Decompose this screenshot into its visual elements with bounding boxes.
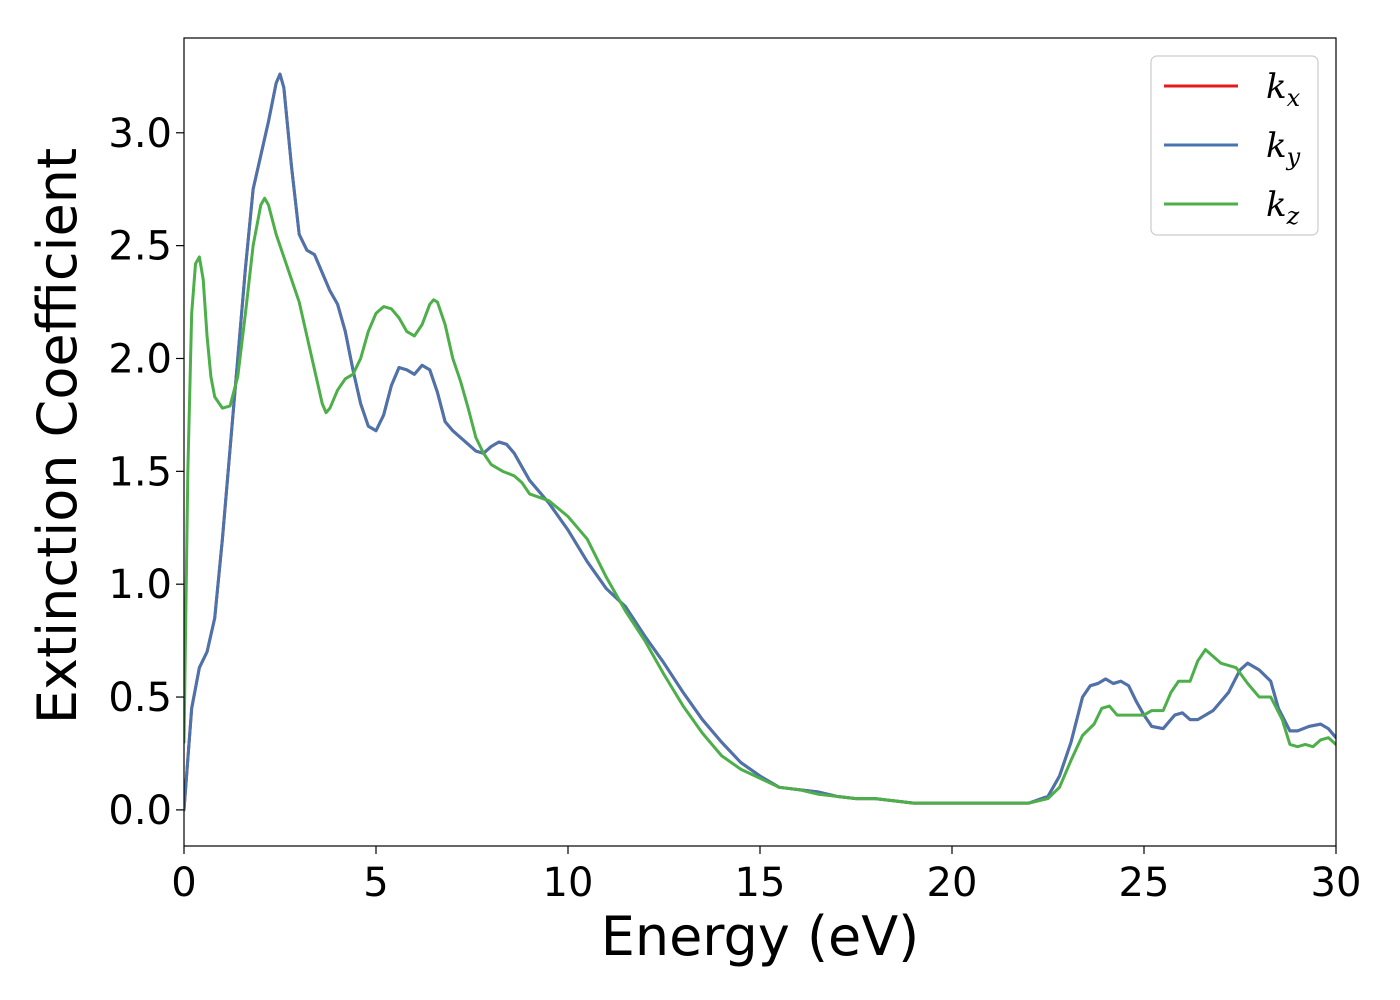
x-tick-label: 10 xyxy=(543,860,594,906)
x-tick-label: 15 xyxy=(735,860,786,906)
legend-label-base: k xyxy=(1266,67,1287,107)
legend-label-base: k xyxy=(1266,185,1287,225)
y-tick-label: 2.0 xyxy=(108,336,172,382)
legend-label-y: ky xyxy=(1266,126,1301,171)
series-line-y xyxy=(184,72,1336,812)
x-tick-label: 5 xyxy=(363,860,388,906)
y-axis-ticks: 0.0 0.5 1.0 1.5 2.0 2.5 3.0 xyxy=(108,111,184,834)
y-tick-label: 1.0 xyxy=(108,562,172,608)
y-tick-label: 1.5 xyxy=(108,449,172,495)
y-tick-label: 3.0 xyxy=(108,111,172,157)
series-line-z xyxy=(184,196,1336,805)
legend-label-subscript: y xyxy=(1286,143,1301,171)
legend-label-z: kz xyxy=(1266,185,1300,230)
series-layer xyxy=(184,72,1336,812)
x-axis-title: Energy (eV) xyxy=(601,905,920,968)
x-tick-label: 20 xyxy=(927,860,978,906)
y-tick-label: 2.5 xyxy=(108,224,172,270)
legend-label-subscript: z xyxy=(1286,202,1300,230)
x-tick-label: 0 xyxy=(171,860,196,906)
x-tick-label: 30 xyxy=(1311,860,1362,906)
x-tick-label: 25 xyxy=(1119,860,1170,906)
x-axis-ticks: 0 5 10 15 20 25 30 xyxy=(171,846,1361,906)
y-tick-label: 0.5 xyxy=(108,675,172,721)
legend-label-x: kx xyxy=(1266,67,1301,112)
legend-label-base: k xyxy=(1266,126,1287,166)
y-tick-label: 0.0 xyxy=(108,788,172,834)
y-axis-title: Extinction Coefficient xyxy=(26,148,89,724)
legend-label-subscript: x xyxy=(1287,84,1301,112)
